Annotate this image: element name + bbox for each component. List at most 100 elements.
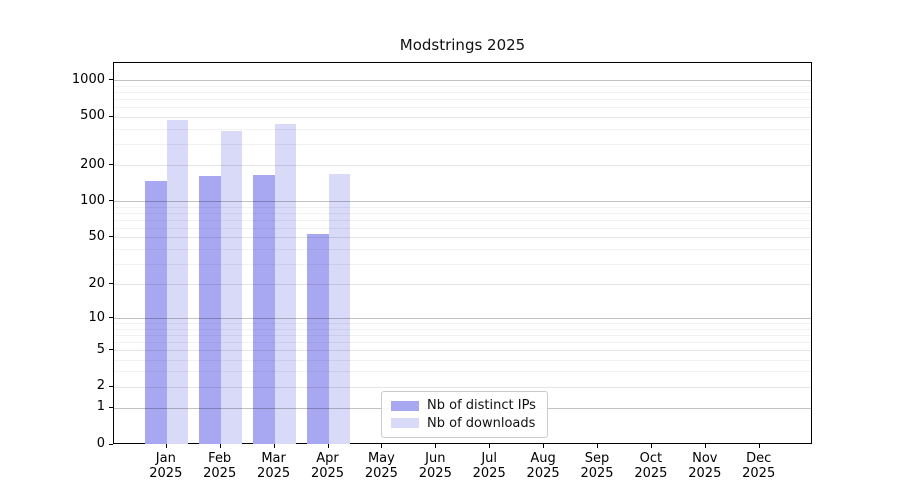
x-tick-mark-nov <box>704 444 706 448</box>
y-tick-mark-50 <box>109 236 113 238</box>
gridline-4 <box>114 359 811 361</box>
x-tick-mark-sep <box>597 444 598 448</box>
gridline-500 <box>114 116 811 118</box>
x-axis-year-label: 2025 <box>526 466 560 481</box>
x-axis-month-label-jul: Jul 2025 <box>459 451 519 481</box>
gridline-400 <box>114 128 811 130</box>
gridline-5 <box>114 350 811 352</box>
x-tick-mark-apr <box>327 444 329 448</box>
x-tick-mark-feb <box>219 444 221 448</box>
gridline-1000 <box>114 80 811 82</box>
y-axis-tick-label-10: 10 <box>88 309 105 325</box>
y-tick-mark-2 <box>109 385 113 387</box>
gridline-20 <box>114 284 811 286</box>
gridline-80 <box>114 212 811 214</box>
y-tick-mark-200 <box>109 164 113 166</box>
x-axis-year-label: 2025 <box>257 466 291 481</box>
y-tick-mark-0 <box>109 443 113 445</box>
y-axis-tick-label-5: 5 <box>96 341 105 357</box>
bar-nb-of-downloads-mar <box>274 124 297 444</box>
x-axis-month-label-mar: Mar 2025 <box>244 451 304 481</box>
x-axis-month-label-jan: Jan 2025 <box>136 451 196 481</box>
y-tick-mark-10 <box>109 317 113 319</box>
x-axis-month-label-oct: Oct 2025 <box>621 451 681 481</box>
gridline-900 <box>114 86 811 87</box>
y-tick-mark-500 <box>109 115 113 117</box>
gridline-3 <box>114 371 811 373</box>
y-axis-tick-label-0: 0 <box>96 436 105 451</box>
gridline-50 <box>114 237 811 239</box>
bars-layer <box>114 63 811 444</box>
gridline-800 <box>114 92 811 94</box>
x-axis-year-label: 2025 <box>310 466 345 481</box>
gridline-60 <box>114 227 811 229</box>
x-axis-year-label: 2025 <box>472 466 506 481</box>
legend-label-downloads: Nb of downloads <box>427 415 536 431</box>
y-axis-tick-label-100: 100 <box>80 192 105 208</box>
y-axis-tick-label-50: 50 <box>88 228 105 244</box>
bar-nb-of-distinct-ips-jan <box>145 181 167 444</box>
bar-nb-of-downloads-apr <box>328 174 350 444</box>
legend-item-distinct-ips: Nb of distinct IPs <box>391 398 538 413</box>
x-tick-mark-jan <box>165 444 167 448</box>
grid-layer <box>114 63 811 443</box>
gridline-2 <box>114 386 811 388</box>
x-axis-year-label: 2025 <box>149 466 183 481</box>
x-tick-mark-aug <box>543 444 545 448</box>
y-tick-mark-20 <box>109 283 113 285</box>
gridline-9 <box>114 323 811 325</box>
x-tick-mark-dec <box>758 444 760 448</box>
gridline-700 <box>114 99 811 101</box>
gridline-10 <box>114 318 811 320</box>
y-axis-tick-label-20: 20 <box>88 275 105 291</box>
gridline-7 <box>114 334 811 336</box>
bar-nb-of-distinct-ips-mar <box>253 174 275 444</box>
y-axis-tick-label-500: 500 <box>80 108 105 124</box>
x-axis-month-label-may: May 2025 <box>351 451 411 481</box>
x-tick-mark-mar <box>273 444 275 448</box>
x-axis-month-label-dec: Dec 2025 <box>729 451 789 481</box>
gridline-30 <box>114 263 811 265</box>
gridline-300 <box>114 143 811 145</box>
x-axis-month-label-jun: Jun 2025 <box>405 451 465 481</box>
x-axis-year-label: 2025 <box>742 466 776 481</box>
legend: Nb of distinct IPs Nb of downloads <box>381 391 548 438</box>
y-tick-mark-100 <box>109 200 113 202</box>
x-axis-year-label: 2025 <box>688 466 722 481</box>
bar-nb-of-distinct-ips-apr <box>307 234 329 444</box>
gridline-6 <box>114 341 811 343</box>
x-axis-year-label: 2025 <box>418 466 452 481</box>
x-axis-year-label: 2025 <box>580 466 614 481</box>
bar-nb-of-downloads-jan <box>166 120 189 444</box>
x-axis-year-label: 2025 <box>364 466 398 481</box>
y-axis-tick-label-200: 200 <box>80 156 105 172</box>
x-axis-month-label-sep: Sep 2025 <box>567 451 627 481</box>
x-axis-month-label-aug: Aug 2025 <box>513 451 573 481</box>
gridline-40 <box>114 248 811 250</box>
x-axis-month-label-apr: Apr 2025 <box>298 451 358 481</box>
y-tick-mark-5 <box>109 349 113 351</box>
x-tick-mark-jun <box>435 444 437 448</box>
gridline-70 <box>114 219 811 221</box>
legend-label-distinct-ips: Nb of distinct IPs <box>427 398 536 414</box>
chart-title: Modstrings 2025 <box>399 36 526 54</box>
x-tick-mark-oct <box>650 444 652 448</box>
gridline-600 <box>114 107 811 109</box>
x-axis-year-label: 2025 <box>634 466 668 481</box>
y-axis-tick-label-1000: 1000 <box>71 71 105 87</box>
legend-item-downloads: Nb of downloads <box>391 416 538 431</box>
bar-nb-of-downloads-feb <box>220 130 243 444</box>
legend-swatch-distinct-ips-icon <box>391 400 419 411</box>
gridline-200 <box>114 165 811 167</box>
legend-swatch-downloads-icon <box>391 418 419 429</box>
gridline-90 <box>114 206 811 208</box>
y-tick-mark-1000 <box>109 79 113 81</box>
x-tick-mark-may <box>381 444 383 448</box>
y-tick-mark-1 <box>109 406 113 408</box>
gridline-100 <box>114 201 811 203</box>
plot-area <box>113 62 812 444</box>
y-axis-tick-label-1: 1 <box>96 399 105 415</box>
x-axis-month-label-feb: Feb 2025 <box>190 451 250 481</box>
x-tick-mark-jul <box>489 444 491 448</box>
